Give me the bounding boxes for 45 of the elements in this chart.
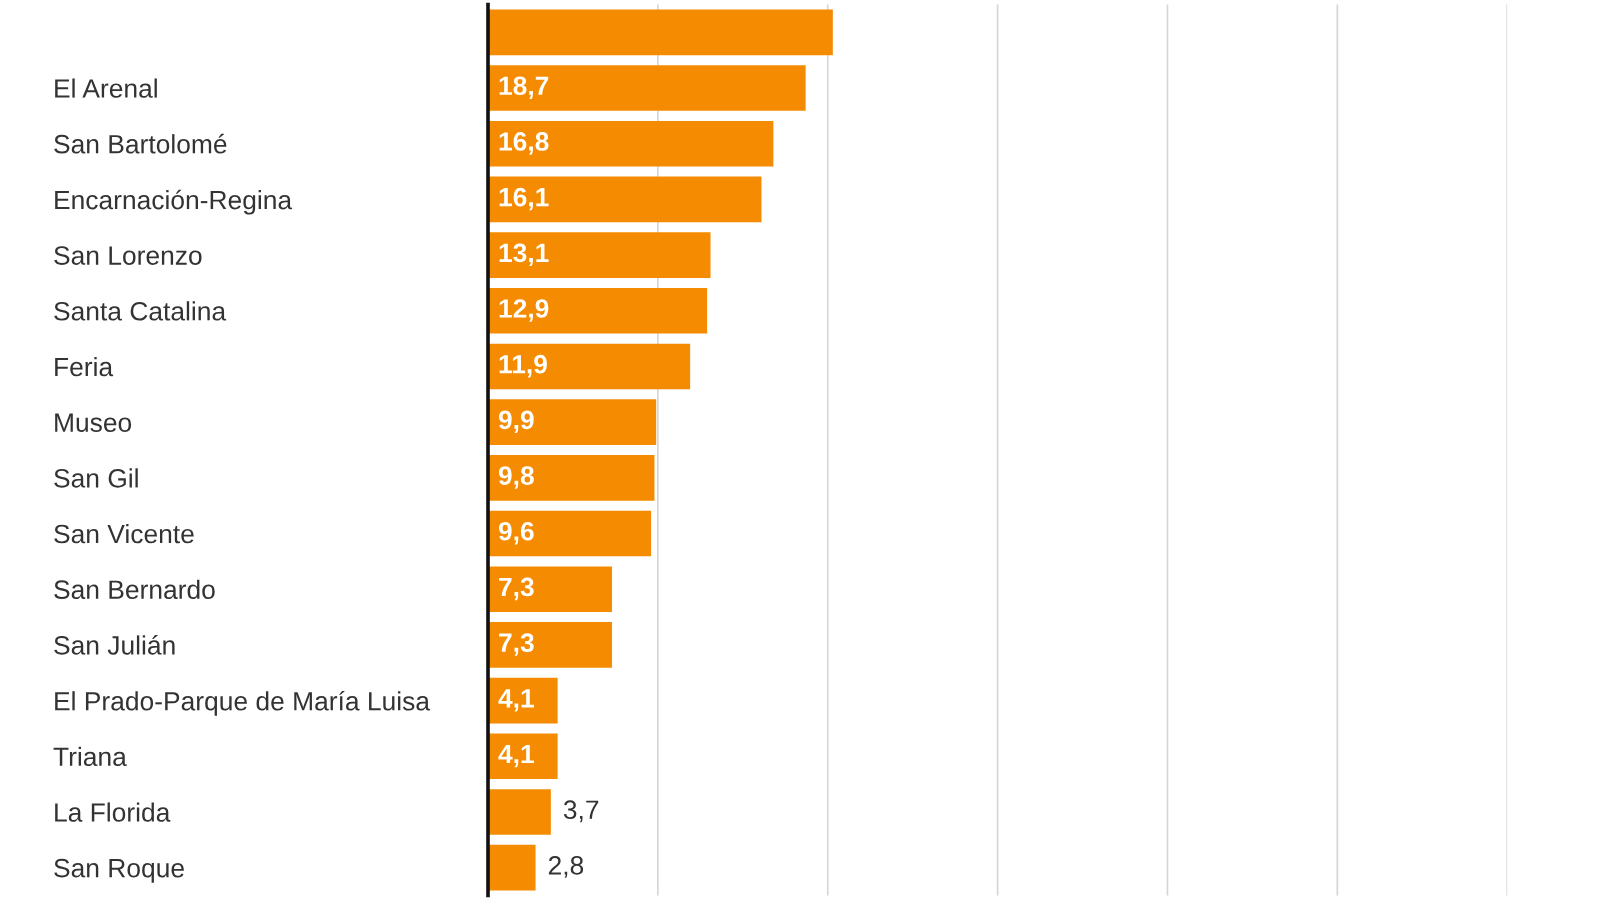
bar [488, 399, 657, 445]
data-label: 13,1 [499, 243, 549, 266]
y-tick-label: San Bartolomé [54, 133, 227, 154]
bar [488, 232, 711, 278]
bar [488, 844, 536, 891]
data-label: 2,8 [548, 856, 584, 878]
data-label: 9,6 [498, 521, 534, 545]
data-label: 4,1 [498, 744, 534, 768]
data-label: 16,8 [499, 132, 549, 155]
data-label: 3,7 [563, 800, 599, 823]
data-label: 9,8 [498, 466, 534, 489]
bar [488, 622, 612, 668]
y-tick-label: San Roque [54, 858, 184, 883]
bar [488, 120, 774, 167]
bar [488, 9, 833, 56]
bar [488, 65, 806, 111]
bar [488, 566, 612, 613]
bar [488, 176, 762, 223]
data-label: 4,1 [498, 689, 534, 712]
y-tick-label: Triana [53, 746, 127, 767]
bar [488, 733, 558, 780]
data-label: 7,3 [499, 577, 534, 601]
y-tick-label: Santa Catalina [54, 301, 227, 321]
data-label: 18,7 [499, 76, 549, 99]
data-label: 11,9 [499, 354, 547, 378]
y-tick-label: San Vicente [54, 523, 194, 544]
data-label: 12,9 [499, 299, 549, 322]
data-label: 16,1 [499, 187, 549, 211]
data-label: 7,3 [499, 633, 534, 656]
bar [488, 789, 551, 835]
y-tick-label: El Arenal [55, 78, 157, 98]
data-label: 9,9 [498, 410, 534, 434]
y-tick-label: San Julián [54, 635, 175, 655]
y-tick-label: Feria [55, 356, 114, 377]
y-tick-label: San Gil [54, 468, 138, 488]
y-tick-label: La Florida [55, 802, 171, 822]
bar [488, 287, 708, 334]
bar [488, 343, 691, 390]
y-tick-label: San Bernardo [54, 579, 215, 600]
y-tick-label: San Lorenzo [54, 246, 202, 265]
y-tick-label: Museo [55, 413, 132, 432]
bar [488, 510, 652, 557]
bar [488, 455, 655, 501]
y-tick-label: Encarnación-Regina [55, 189, 293, 215]
y-tick-label: El Prado-Parque de María Luisa [55, 690, 430, 716]
